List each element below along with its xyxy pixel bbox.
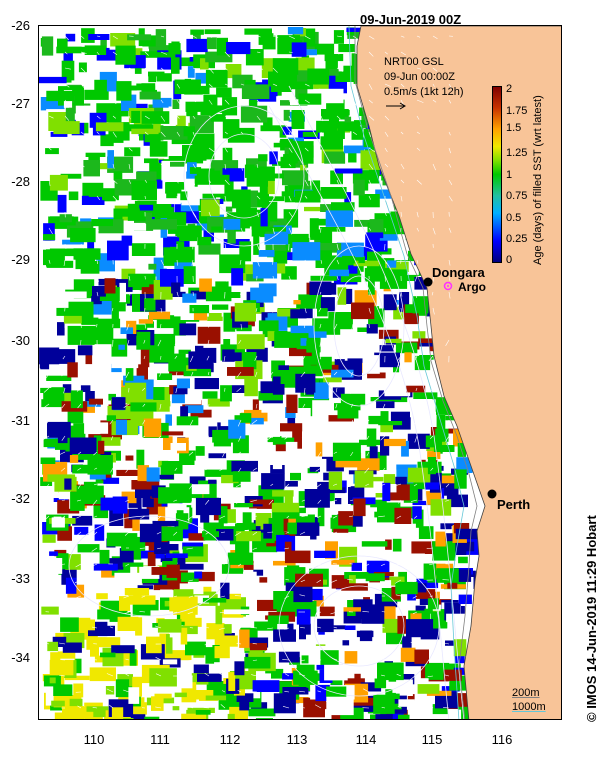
isobath-legend: 200m 1000m (512, 686, 546, 714)
product-info: NRT00 GSL 09-Jun 00:00Z 0.5m/s (1kt 12h) (384, 55, 463, 110)
isobath-1000m-label: 1000m (512, 701, 546, 713)
lat-label-29: -29 (11, 252, 30, 267)
lon-label-112: 112 (219, 732, 241, 747)
colorbar: 2 1.75 1.5 1.25 1 0.75 0.5 0.25 0 (492, 84, 527, 266)
lon-label-115: 115 (421, 732, 443, 747)
colorbar-tick: 0.5 (506, 212, 522, 224)
sst-age-patches (39, 27, 484, 719)
lat-label-34: -34 (11, 650, 30, 665)
colorbar-gradient (492, 86, 502, 263)
perth-label: Perth (497, 497, 531, 512)
isobath-200m (354, 26, 478, 719)
lon-label-110: 110 (83, 732, 105, 747)
copyright-text: © IMOS 14-Jun-2019 11:29 Hobart (584, 515, 599, 722)
land-mass (356, 26, 561, 719)
lon-label-111: 111 (150, 732, 170, 747)
dongara-label: Dongara (432, 265, 485, 280)
argo-label: Argo (458, 280, 486, 294)
current-vectors (42, 35, 453, 709)
lon-label-113: 113 (286, 732, 308, 747)
sst-map[interactable] (39, 26, 562, 720)
product-time: 09-Jun 00:00Z (384, 71, 455, 83)
lat-label-28: -28 (11, 174, 30, 189)
product-name: NRT00 GSL (384, 56, 444, 68)
lat-label-30: -30 (11, 333, 30, 348)
colorbar-tick: 2 (506, 83, 513, 95)
lat-label-31: -31 (11, 413, 30, 428)
colorbar-tick: 0.75 (506, 190, 528, 202)
lat-label-32: -32 (11, 491, 30, 506)
colorbar-tick: 1.75 (506, 105, 528, 117)
lat-label-33: -33 (11, 571, 30, 586)
colorbar-tick: 1.25 (506, 147, 528, 159)
isobath-1000m (348, 26, 465, 719)
isobath-200m-label: 200m (512, 687, 540, 699)
vector-scale-arrow-icon (386, 102, 406, 110)
lon-label-116: 116 (491, 732, 513, 747)
velocity-contours (68, 85, 465, 719)
colorbar-tick: 0.25 (506, 233, 528, 245)
colorbar-label: Age (days) of filled SST (wrt latest) (532, 95, 544, 265)
colorbar-tick: 1.5 (506, 122, 522, 134)
colorbar-tick: 1 (506, 169, 513, 181)
lat-label-26: -26 (11, 18, 30, 33)
lon-label-114: 114 (355, 732, 377, 747)
map-frame[interactable] (38, 25, 562, 720)
vector-scale-label: 0.5m/s (1kt 12h) (384, 86, 464, 98)
lat-label-27: -27 (11, 96, 30, 111)
map-title: 09-Jun-2019 00Z (360, 12, 462, 27)
colorbar-tick: 0 (506, 254, 513, 266)
